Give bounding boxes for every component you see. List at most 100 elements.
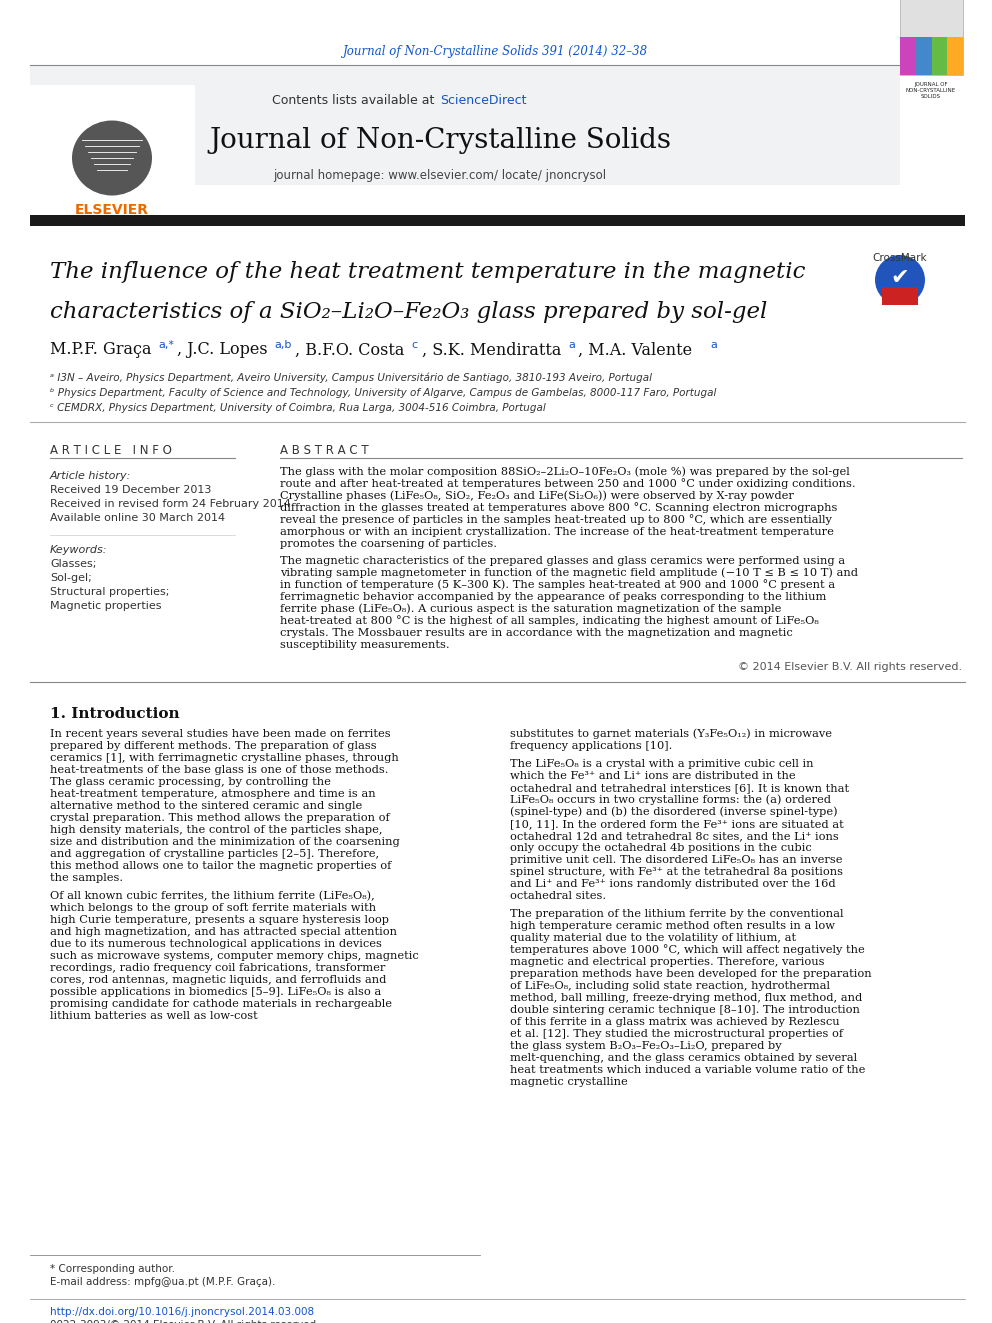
Text: CrossMark: CrossMark [873, 253, 928, 263]
Text: ScienceDirect: ScienceDirect [440, 94, 527, 106]
Text: * Corresponding author.: * Corresponding author. [50, 1263, 175, 1274]
Text: http://dx.doi.org/10.1016/j.jnoncrysol.2014.03.008: http://dx.doi.org/10.1016/j.jnoncrysol.2… [50, 1307, 314, 1316]
Text: heat treatments which induced a variable volume ratio of the: heat treatments which induced a variable… [510, 1065, 865, 1076]
Text: double sintering ceramic technique [8–10]. The introduction: double sintering ceramic technique [8–10… [510, 1005, 860, 1015]
Text: , M.A. Valente: , M.A. Valente [578, 341, 692, 359]
FancyBboxPatch shape [900, 37, 916, 75]
Text: frequency applications [10].: frequency applications [10]. [510, 741, 673, 751]
Text: octahedral 12d and tetrahedral 8c sites, and the Li⁺ ions: octahedral 12d and tetrahedral 8c sites,… [510, 831, 839, 841]
Text: the glass system B₂O₃–Fe₂O₃–Li₂O, prepared by: the glass system B₂O₃–Fe₂O₃–Li₂O, prepar… [510, 1041, 782, 1050]
Text: preparation methods have been developed for the preparation: preparation methods have been developed … [510, 968, 872, 979]
Ellipse shape [72, 120, 152, 196]
FancyBboxPatch shape [900, 0, 963, 75]
Text: Sol-gel;: Sol-gel; [50, 573, 91, 583]
FancyBboxPatch shape [882, 287, 918, 306]
Text: octahedral and tetrahedral interstices [6]. It is known that: octahedral and tetrahedral interstices [… [510, 783, 849, 792]
Text: spinel structure, with Fe³⁺ at the tetrahedral 8a positions: spinel structure, with Fe³⁺ at the tetra… [510, 867, 843, 877]
Text: characteristics of a SiO₂–Li₂O–Fe₂O₃ glass prepared by sol-gel: characteristics of a SiO₂–Li₂O–Fe₂O₃ gla… [50, 302, 768, 323]
Text: magnetic and electrical properties. Therefore, various: magnetic and electrical properties. Ther… [510, 957, 824, 967]
Text: high temperature ceramic method often results in a low: high temperature ceramic method often re… [510, 921, 835, 931]
Text: et al. [12]. They studied the microstructural properties of: et al. [12]. They studied the microstruc… [510, 1029, 843, 1039]
Text: Glasses;: Glasses; [50, 560, 96, 569]
Text: crystal preparation. This method allows the preparation of: crystal preparation. This method allows … [50, 814, 390, 823]
Text: which belongs to the group of soft ferrite materials with: which belongs to the group of soft ferri… [50, 904, 376, 913]
Text: ᵇ Physics Department, Faculty of Science and Technology, University of Algarve, : ᵇ Physics Department, Faculty of Science… [50, 388, 716, 398]
Text: diffraction in the glasses treated at temperatures above 800 °C. Scanning electr: diffraction in the glasses treated at te… [280, 503, 837, 513]
Text: alternative method to the sintered ceramic and single: alternative method to the sintered ceram… [50, 800, 362, 811]
Text: and Li⁺ and Fe³⁺ ions randomly distributed over the 16d: and Li⁺ and Fe³⁺ ions randomly distribut… [510, 878, 835, 889]
Text: E-mail address: mpfg@ua.pt (M.P.F. Graça).: E-mail address: mpfg@ua.pt (M.P.F. Graça… [50, 1277, 276, 1287]
Text: ferrimagnetic behavior accompanied by the appearance of peaks corresponding to t: ferrimagnetic behavior accompanied by th… [280, 591, 826, 602]
Text: Structural properties;: Structural properties; [50, 587, 170, 597]
Text: cores, rod antennas, magnetic liquids, and ferrofluids and: cores, rod antennas, magnetic liquids, a… [50, 975, 386, 986]
FancyBboxPatch shape [30, 85, 195, 220]
Text: lithium batteries as well as low-cost: lithium batteries as well as low-cost [50, 1011, 258, 1021]
Text: Contents lists available at: Contents lists available at [272, 94, 438, 106]
Text: ᵃ I3N – Aveiro, Physics Department, Aveiro University, Campus Universitário de S: ᵃ I3N – Aveiro, Physics Department, Avei… [50, 373, 652, 384]
Text: The glass with the molar composition 88SiO₂–2Li₂O–10Fe₂O₃ (mole %) was prepared : The glass with the molar composition 88S… [280, 467, 850, 478]
Text: method, ball milling, freeze-drying method, flux method, and: method, ball milling, freeze-drying meth… [510, 994, 862, 1003]
Text: heat-treatment temperature, atmosphere and time is an: heat-treatment temperature, atmosphere a… [50, 789, 376, 799]
Text: amorphous or with an incipient crystallization. The increase of the heat-treatme: amorphous or with an incipient crystalli… [280, 527, 834, 537]
Text: A R T I C L E   I N F O: A R T I C L E I N F O [50, 443, 172, 456]
Text: promising candidate for cathode materials in rechargeable: promising candidate for cathode material… [50, 999, 392, 1009]
FancyBboxPatch shape [30, 65, 900, 185]
Text: c: c [411, 340, 417, 351]
Text: reveal the presence of particles in the samples heat-treated up to 800 °C, which: reveal the presence of particles in the … [280, 515, 832, 525]
Text: such as microwave systems, computer memory chips, magnetic: such as microwave systems, computer memo… [50, 951, 419, 960]
Text: route and after heat-treated at temperatures between 250 and 1000 °C under oxidi: route and after heat-treated at temperat… [280, 479, 856, 490]
Text: The LiFe₅O₈ is a crystal with a primitive cubic cell in: The LiFe₅O₈ is a crystal with a primitiv… [510, 759, 813, 769]
Text: ceramics [1], with ferrimagnetic crystalline phases, through: ceramics [1], with ferrimagnetic crystal… [50, 753, 399, 763]
Text: which the Fe³⁺ and Li⁺ ions are distributed in the: which the Fe³⁺ and Li⁺ ions are distribu… [510, 771, 796, 781]
Text: this method allows one to tailor the magnetic properties of: this method allows one to tailor the mag… [50, 861, 392, 871]
Text: , S.K. Mendiratta: , S.K. Mendiratta [422, 341, 561, 359]
Text: M.P.F. Graça: M.P.F. Graça [50, 341, 152, 359]
Text: susceptibility measurements.: susceptibility measurements. [280, 640, 449, 650]
Text: , J.C. Lopes: , J.C. Lopes [177, 341, 268, 359]
Text: promotes the coarsening of particles.: promotes the coarsening of particles. [280, 538, 497, 549]
Text: temperatures above 1000 °C, which will affect negatively the: temperatures above 1000 °C, which will a… [510, 945, 865, 955]
Text: LiFe₅O₈ occurs in two crystalline forms: the (a) ordered: LiFe₅O₈ occurs in two crystalline forms:… [510, 795, 831, 806]
Text: journal homepage: www.elsevier.com/ locate/ jnoncrysol: journal homepage: www.elsevier.com/ loca… [274, 168, 606, 181]
Text: high Curie temperature, presents a square hysteresis loop: high Curie temperature, presents a squar… [50, 916, 389, 925]
Text: melt-quenching, and the glass ceramics obtained by several: melt-quenching, and the glass ceramics o… [510, 1053, 857, 1062]
Text: In recent years several studies have been made on ferrites: In recent years several studies have bee… [50, 729, 391, 740]
Text: The influence of the heat treatment temperature in the magnetic: The influence of the heat treatment temp… [50, 261, 806, 283]
Text: Magnetic properties: Magnetic properties [50, 601, 162, 611]
Text: the samples.: the samples. [50, 873, 123, 882]
Circle shape [875, 255, 925, 306]
Text: The glass ceramic processing, by controlling the: The glass ceramic processing, by control… [50, 777, 331, 787]
Text: of LiFe₅O₈, including solid state reaction, hydrothermal: of LiFe₅O₈, including solid state reacti… [510, 980, 830, 991]
Text: possible applications in biomedics [5–9]. LiFe₅O₈ is also a: possible applications in biomedics [5–9]… [50, 987, 381, 998]
Text: heat-treated at 800 °C is the highest of all samples, indicating the highest amo: heat-treated at 800 °C is the highest of… [280, 615, 818, 626]
FancyBboxPatch shape [931, 37, 947, 75]
Text: Crystalline phases (LiFe₅O₈, SiO₂, Fe₂O₃ and LiFe(Si₂O₆)) were observed by X-ray: Crystalline phases (LiFe₅O₈, SiO₂, Fe₂O₃… [280, 491, 794, 501]
Text: of this ferrite in a glass matrix was achieved by Rezlescu: of this ferrite in a glass matrix was ac… [510, 1017, 839, 1027]
Text: and high magnetization, and has attracted special attention: and high magnetization, and has attracte… [50, 927, 397, 937]
Text: A B S T R A C T: A B S T R A C T [280, 443, 369, 456]
FancyBboxPatch shape [916, 37, 931, 75]
Text: recordings, radio frequency coil fabrications, transformer: recordings, radio frequency coil fabrica… [50, 963, 385, 972]
Text: octahedral sites.: octahedral sites. [510, 890, 606, 901]
Text: only occupy the octahedral 4b positions in the cubic: only occupy the octahedral 4b positions … [510, 843, 811, 853]
Text: Available online 30 March 2014: Available online 30 March 2014 [50, 513, 225, 523]
Text: crystals. The Mossbauer results are in accordance with the magnetization and mag: crystals. The Mossbauer results are in a… [280, 628, 793, 638]
Text: heat-treatments of the base glass is one of those methods.: heat-treatments of the base glass is one… [50, 765, 389, 775]
Text: ✔: ✔ [891, 269, 910, 288]
Text: ELSEVIER: ELSEVIER [75, 202, 149, 217]
Text: primitive unit cell. The disordered LiFe₅O₈ has an inverse: primitive unit cell. The disordered LiFe… [510, 855, 842, 865]
Text: magnetic crystalline: magnetic crystalline [510, 1077, 628, 1088]
Text: (spinel-type) and (b) the disordered (inverse spinel-type): (spinel-type) and (b) the disordered (in… [510, 807, 837, 818]
Text: due to its numerous technological applications in devices: due to its numerous technological applic… [50, 939, 382, 949]
Text: 0022-3093/© 2014 Elsevier B.V. All rights reserved.: 0022-3093/© 2014 Elsevier B.V. All right… [50, 1320, 319, 1323]
Text: 1. Introduction: 1. Introduction [50, 706, 180, 721]
Text: © 2014 Elsevier B.V. All rights reserved.: © 2014 Elsevier B.V. All rights reserved… [738, 662, 962, 672]
Text: ᶜ CEMDRX, Physics Department, University of Coimbra, Rua Larga, 3004-516 Coimbra: ᶜ CEMDRX, Physics Department, University… [50, 404, 546, 413]
Text: vibrating sample magnetometer in function of the magnetic field amplitude (−10 T: vibrating sample magnetometer in functio… [280, 568, 858, 578]
Text: Of all known cubic ferrites, the lithium ferrite (LiFe₅O₈),: Of all known cubic ferrites, the lithium… [50, 890, 375, 901]
Text: The magnetic characteristics of the prepared glasses and glass ceramics were per: The magnetic characteristics of the prep… [280, 556, 845, 566]
Text: ferrite phase (LiFe₅O₈). A curious aspect is the saturation magnetization of the: ferrite phase (LiFe₅O₈). A curious aspec… [280, 603, 782, 614]
Text: high density materials, the control of the particles shape,: high density materials, the control of t… [50, 826, 383, 835]
Text: Keywords:: Keywords: [50, 545, 107, 556]
FancyBboxPatch shape [947, 37, 963, 75]
